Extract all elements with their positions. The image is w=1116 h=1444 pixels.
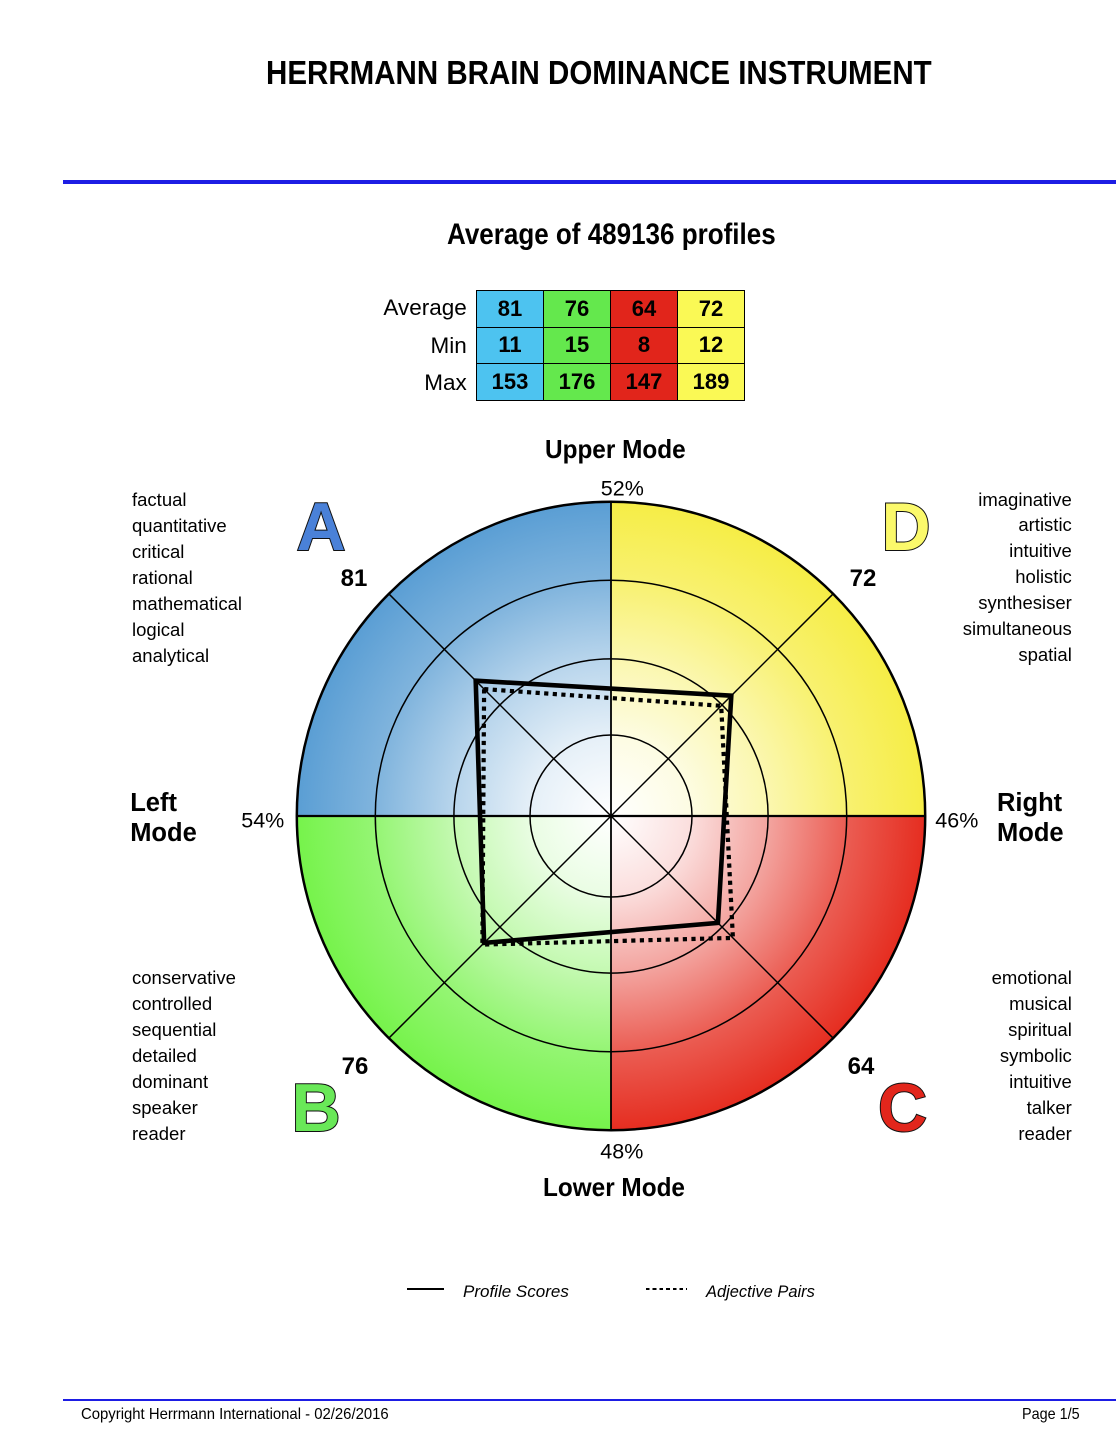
svg-text:64: 64 xyxy=(848,1053,875,1080)
svg-text:54%: 54% xyxy=(241,809,284,833)
svg-text:72: 72 xyxy=(850,565,877,592)
svg-text:48%: 48% xyxy=(600,1140,643,1164)
svg-text:B: B xyxy=(292,1070,341,1146)
svg-text:46%: 46% xyxy=(935,809,978,833)
svg-text:A: A xyxy=(297,489,346,565)
svg-text:81: 81 xyxy=(341,565,368,592)
svg-text:C: C xyxy=(878,1070,927,1146)
svg-text:D: D xyxy=(882,489,931,565)
svg-text:52%: 52% xyxy=(601,476,644,500)
svg-text:76: 76 xyxy=(342,1053,369,1080)
